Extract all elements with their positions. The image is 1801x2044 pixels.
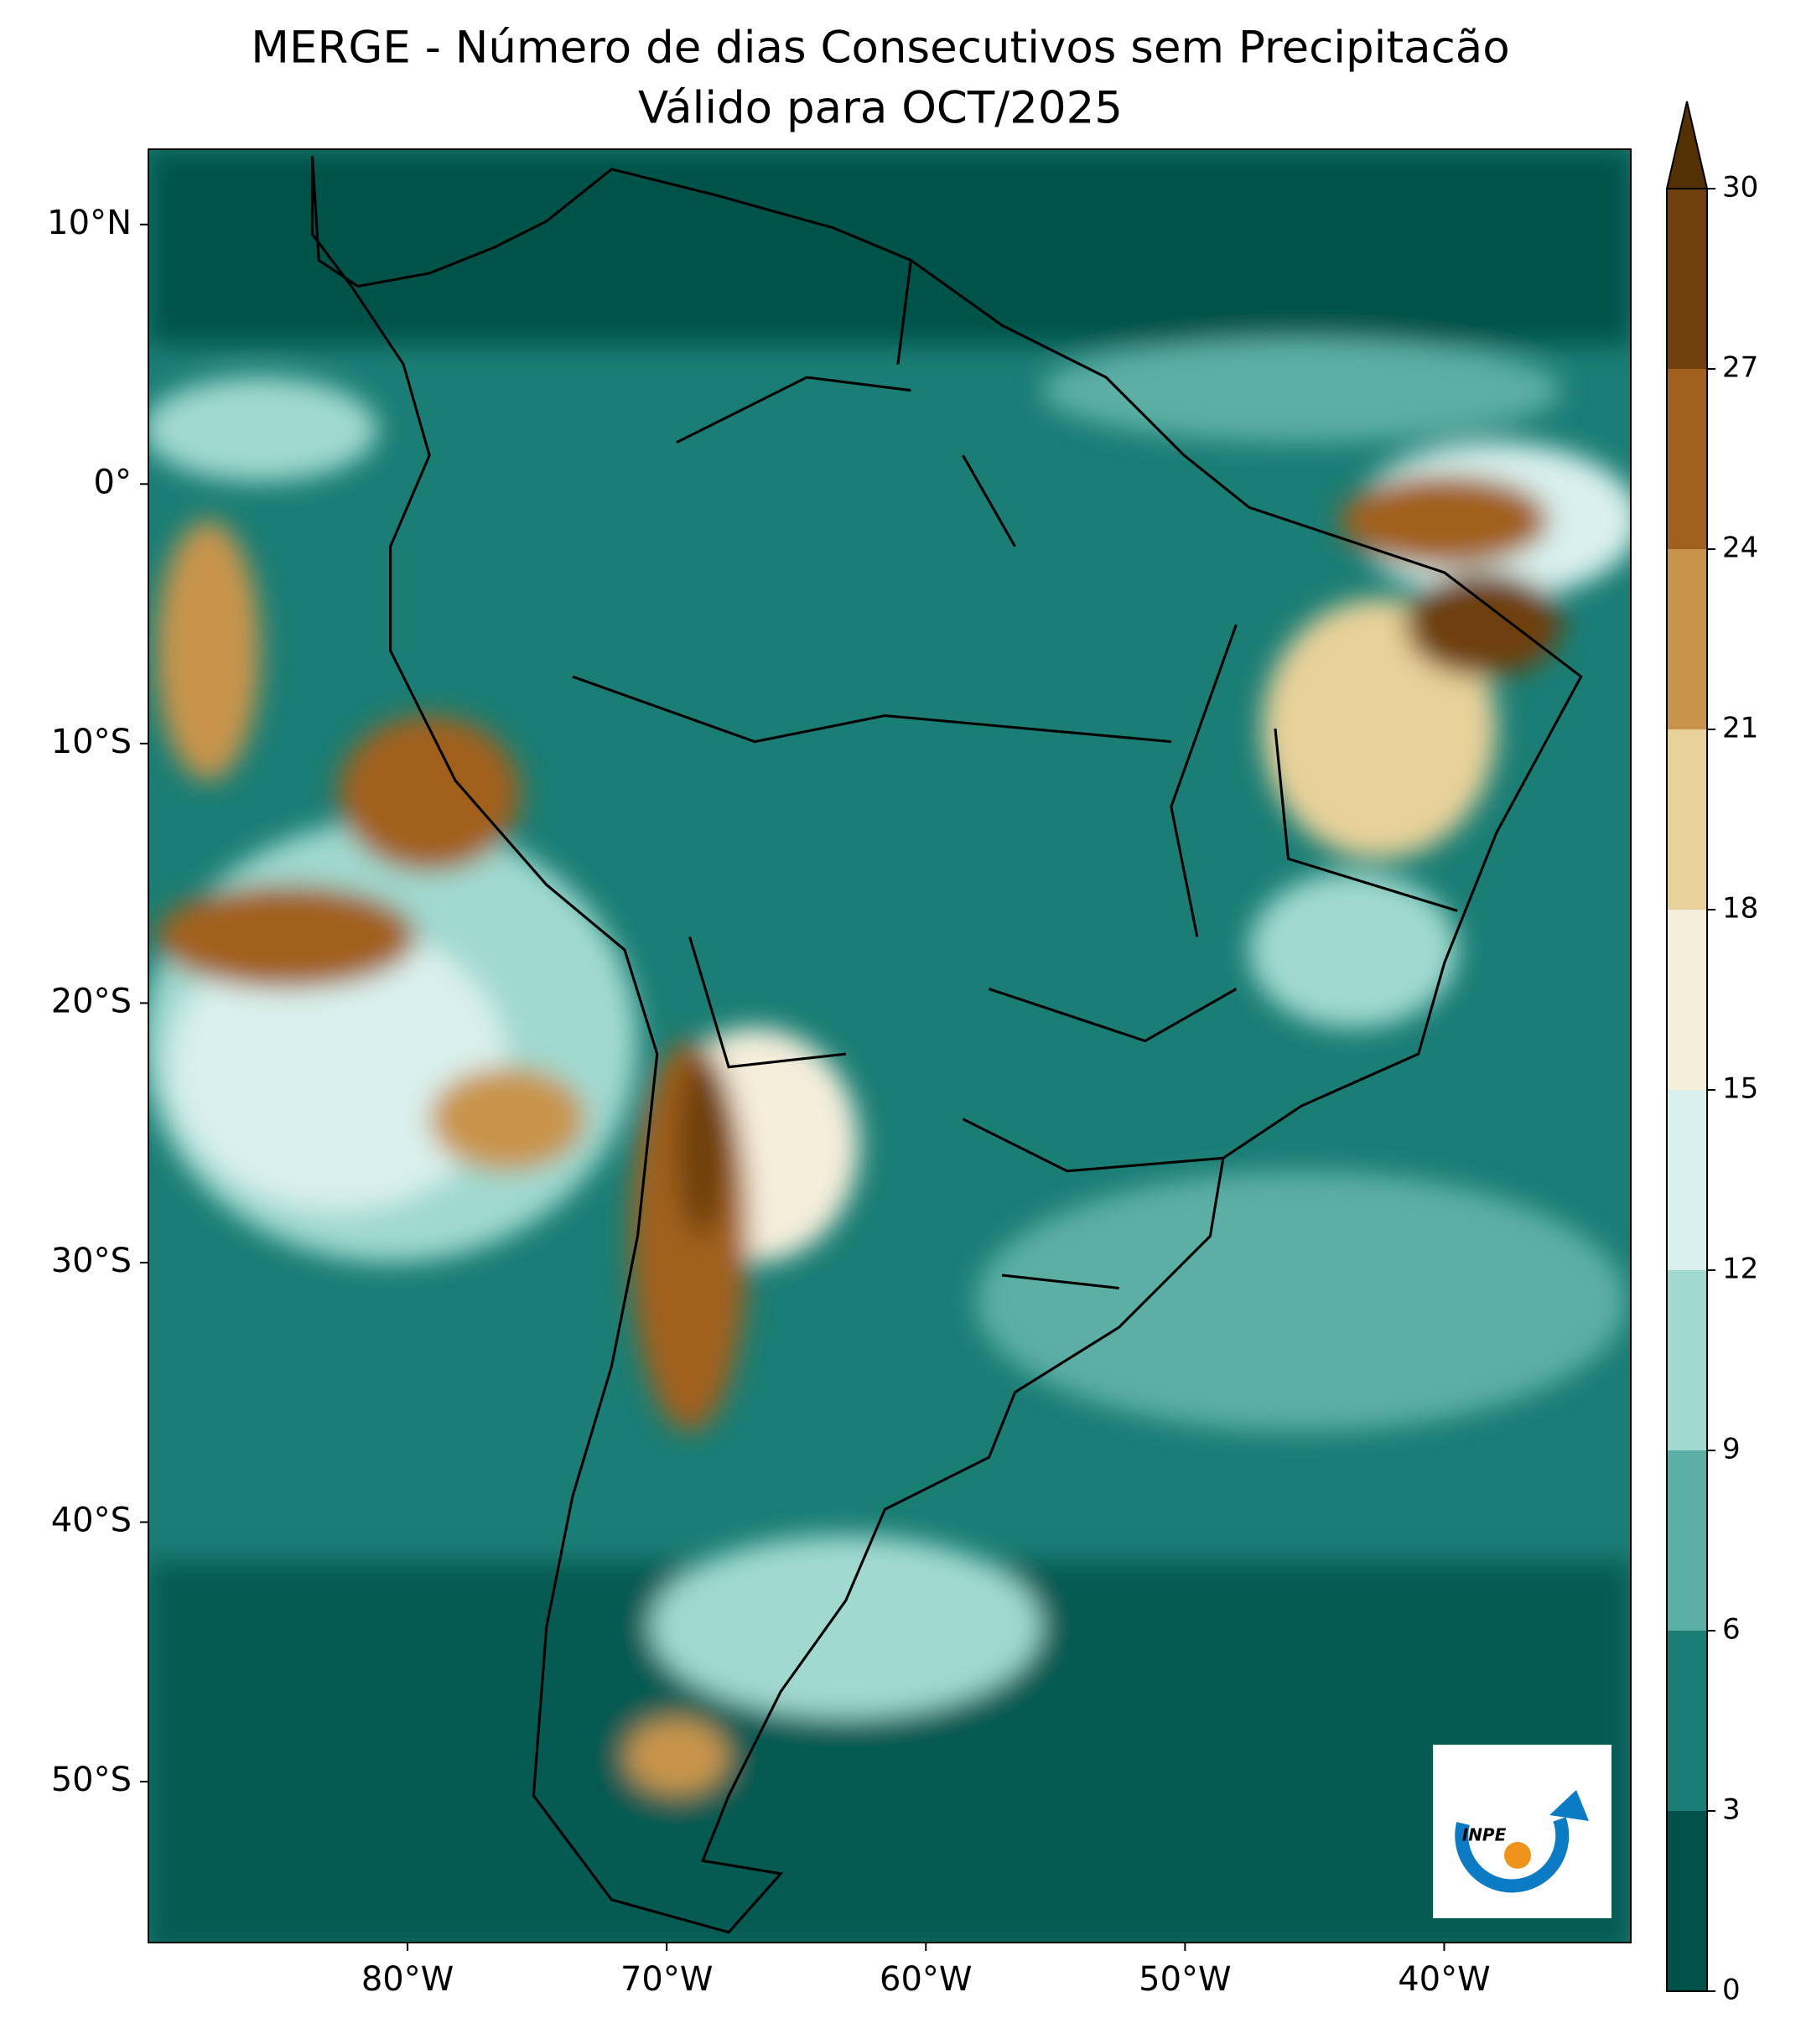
colorbar-tick-label: 0 — [1722, 1974, 1741, 2007]
y-tick-label: 50°S — [51, 1761, 132, 1799]
map-subtitle: Válido para OCT/2025 — [638, 83, 1123, 134]
colorbar-tick-label: 18 — [1722, 892, 1758, 926]
colorbar-segment — [1667, 729, 1707, 910]
colorbar-segment — [1667, 1631, 1707, 1811]
colorbar-segment — [1667, 1090, 1707, 1270]
colorbar-segment — [1667, 369, 1707, 549]
logo-sun — [1504, 1842, 1531, 1869]
colorbar-extend — [1665, 101, 1709, 189]
colorbar-segment — [1667, 1811, 1707, 1991]
map-frame — [148, 148, 1632, 1943]
y-tick-label: 40°S — [51, 1502, 132, 1540]
x-tick-label: 60°W — [880, 1960, 972, 1999]
colorbar-tick-label: 12 — [1722, 1253, 1758, 1286]
colorbar-segment — [1667, 1270, 1707, 1450]
x-tick-label: 40°W — [1398, 1960, 1490, 1999]
colorbar-tick-label: 21 — [1722, 712, 1758, 745]
axes: 80°W 70°W 60°W 50°W 40°W 10°N 0° 10°S 20°S 30°S 40… — [47, 204, 1491, 1999]
map-field — [148, 149, 1631, 1943]
logo-arc — [1455, 1817, 1570, 1893]
colorbar-tick-label: 6 — [1722, 1613, 1741, 1647]
map-title: MERGE - Número de dias Consecutivos sem … — [251, 23, 1509, 74]
colorbar-tick-label: 3 — [1722, 1793, 1741, 1827]
logo-text: INPE — [1462, 1825, 1507, 1845]
colorbar-segment — [1667, 1450, 1707, 1631]
x-tick-label: 70°W — [620, 1960, 713, 1999]
logo-arrow — [1549, 1790, 1589, 1821]
y-tick-label: 10°N — [47, 204, 132, 242]
y-tick-label: 0° — [94, 463, 132, 501]
colorbar-tick-label: 9 — [1722, 1433, 1741, 1466]
colorbar-segment — [1667, 910, 1707, 1090]
x-tick-label: 50°W — [1139, 1960, 1231, 1999]
y-tick-label: 30°S — [51, 1242, 132, 1280]
colorbar-tick-label: 24 — [1722, 532, 1758, 565]
colorbar-tick-label: 15 — [1722, 1072, 1758, 1106]
colorbar-tick-label: 27 — [1722, 351, 1758, 385]
colorbar-segment — [1667, 549, 1707, 729]
coastline — [310, 156, 1583, 1934]
y-tick-label: 20°S — [51, 982, 132, 1020]
colorbar-segment — [1667, 189, 1707, 369]
colorbar-tick-label: 30 — [1722, 171, 1758, 205]
y-tick-label: 10°S — [51, 723, 132, 761]
colorbar: 0 3 6 9 12 15 18 21 24 27 30 — [1665, 101, 1758, 2007]
x-tick-label: 80°W — [361, 1960, 454, 1999]
